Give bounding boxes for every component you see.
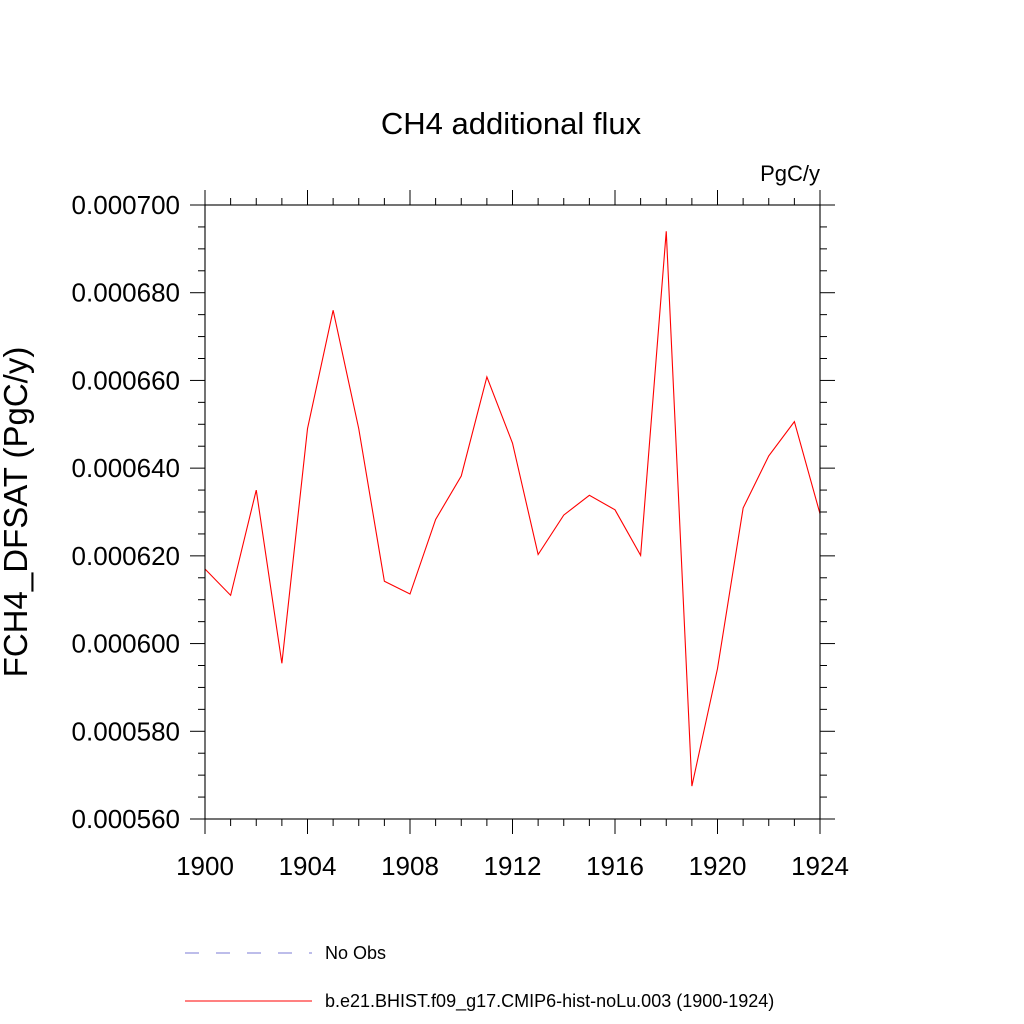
x-tick-label: 1912 (484, 851, 542, 881)
y-tick-label: 0.000700 (72, 190, 180, 220)
y-tick-label: 0.000560 (72, 804, 180, 834)
y-tick-label: 0.000680 (72, 278, 180, 308)
x-tick-label: 1916 (586, 851, 644, 881)
x-tick-label: 1924 (791, 851, 849, 881)
x-tick-label: 1904 (279, 851, 337, 881)
y-tick-label: 0.000600 (72, 629, 180, 659)
y-tick-label: 0.000640 (72, 453, 180, 483)
x-tick-label: 1900 (176, 851, 234, 881)
legend-label-0: No Obs (325, 943, 386, 963)
legend-label-1: b.e21.BHIST.f09_g17.CMIP6-hist-noLu.003 … (325, 991, 774, 1012)
axes-layer: 1900 1904 1908 1912 1916 1920 1924 0.000560 0.00… (72, 190, 849, 881)
y-axis-label: FCH4_DFSAT (PgC/y) (0, 347, 34, 678)
y-tick-label: 0.000660 (72, 365, 180, 395)
y-tick-label: 0.000580 (72, 716, 180, 746)
chart-units: PgC/y (760, 161, 820, 186)
series-layer (204, 231, 821, 787)
series-line-0 (204, 231, 821, 787)
y-tick-label: 0.000620 (72, 541, 180, 571)
x-tick-label: 1920 (689, 851, 747, 881)
legend: No Obs b.e21.BHIST.f09_g17.CMIP6-hist-noL… (185, 943, 774, 1012)
x-tick-label: 1908 (381, 851, 439, 881)
chart-title: CH4 additional flux (381, 106, 642, 141)
plot-frame (204, 204, 821, 820)
